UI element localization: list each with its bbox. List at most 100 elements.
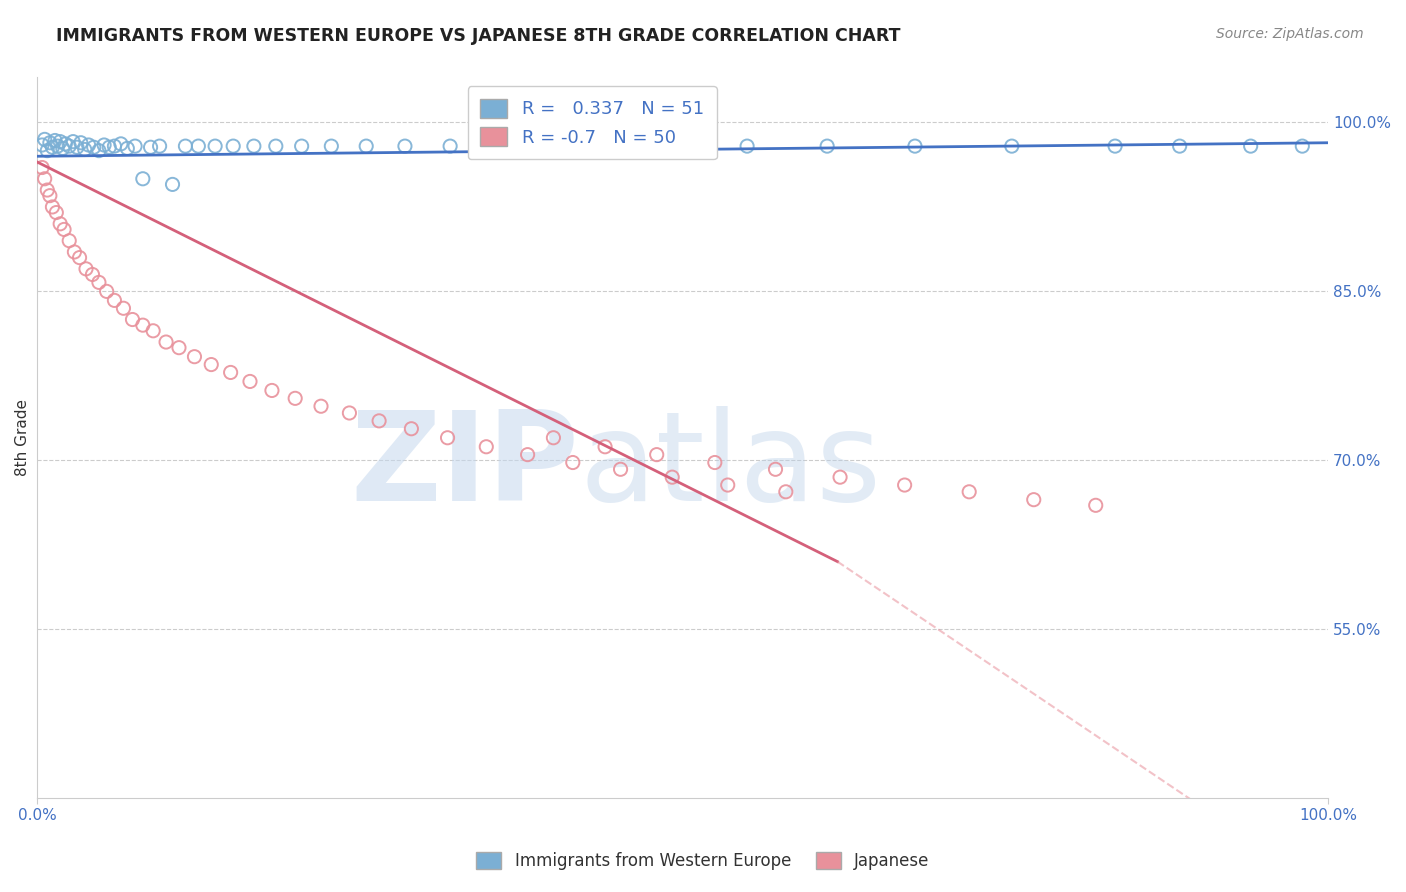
Point xyxy=(98,140,121,154)
Point xyxy=(38,136,60,150)
Point xyxy=(34,171,56,186)
Point xyxy=(491,139,513,153)
Point xyxy=(436,431,458,445)
Point xyxy=(49,217,72,231)
Point xyxy=(1291,139,1313,153)
Point xyxy=(309,399,332,413)
Point xyxy=(439,139,461,153)
Point xyxy=(543,431,565,445)
Point xyxy=(815,139,838,153)
Point xyxy=(112,301,135,316)
Point xyxy=(66,140,89,154)
Point xyxy=(368,414,391,428)
Point xyxy=(665,139,688,153)
Text: Source: ZipAtlas.com: Source: ZipAtlas.com xyxy=(1216,27,1364,41)
Point xyxy=(46,139,69,153)
Point xyxy=(155,334,177,349)
Point xyxy=(1240,139,1263,153)
Point xyxy=(717,478,740,492)
Point xyxy=(609,462,631,476)
Point xyxy=(34,132,56,146)
Point xyxy=(239,375,262,389)
Point xyxy=(132,318,155,333)
Point xyxy=(82,268,104,282)
Point xyxy=(41,140,63,154)
Point xyxy=(63,244,86,259)
Point xyxy=(200,358,222,372)
Point xyxy=(339,406,361,420)
Point xyxy=(600,139,623,153)
Point xyxy=(1001,139,1024,153)
Point xyxy=(77,138,100,153)
Point xyxy=(260,384,283,398)
Point xyxy=(53,136,76,151)
Point xyxy=(183,350,205,364)
Point xyxy=(110,136,132,151)
Point xyxy=(475,440,498,454)
Point xyxy=(44,134,66,148)
Point xyxy=(243,139,266,153)
Legend: R =   0.337   N = 51, R = -0.7   N = 50: R = 0.337 N = 51, R = -0.7 N = 50 xyxy=(468,87,717,160)
Point xyxy=(516,448,538,462)
Point xyxy=(561,456,583,470)
Point xyxy=(1084,498,1107,512)
Point xyxy=(593,440,616,454)
Point xyxy=(139,140,162,154)
Point xyxy=(264,139,287,153)
Point xyxy=(96,285,118,299)
Point xyxy=(117,141,139,155)
Text: ZIP: ZIP xyxy=(350,406,579,527)
Point xyxy=(222,139,245,153)
Point xyxy=(83,140,105,154)
Point xyxy=(58,139,80,153)
Point xyxy=(31,161,53,175)
Point xyxy=(70,136,93,150)
Point xyxy=(645,448,668,462)
Point xyxy=(103,139,125,153)
Point xyxy=(284,392,307,406)
Text: IMMIGRANTS FROM WESTERN EUROPE VS JAPANESE 8TH GRADE CORRELATION CHART: IMMIGRANTS FROM WESTERN EUROPE VS JAPANE… xyxy=(56,27,901,45)
Point xyxy=(893,478,915,492)
Point xyxy=(957,484,980,499)
Point xyxy=(167,341,190,355)
Point xyxy=(661,470,683,484)
Point xyxy=(69,251,91,265)
Point xyxy=(543,139,565,153)
Point xyxy=(73,143,96,157)
Point xyxy=(219,366,242,380)
Y-axis label: 8th Grade: 8th Grade xyxy=(15,400,30,476)
Point xyxy=(204,139,226,153)
Point xyxy=(828,470,851,484)
Point xyxy=(354,139,377,153)
Point xyxy=(87,276,110,290)
Point xyxy=(401,422,423,436)
Point xyxy=(735,139,758,153)
Point xyxy=(174,139,197,153)
Point xyxy=(124,139,146,153)
Point xyxy=(41,200,63,214)
Point xyxy=(1168,139,1191,153)
Point xyxy=(1104,139,1126,153)
Point xyxy=(703,456,725,470)
Point xyxy=(75,261,97,276)
Point xyxy=(149,139,172,153)
Point xyxy=(765,462,787,476)
Legend: Immigrants from Western Europe, Japanese: Immigrants from Western Europe, Japanese xyxy=(470,845,936,877)
Point xyxy=(49,135,72,149)
Point xyxy=(103,293,125,308)
Point xyxy=(187,139,209,153)
Point xyxy=(31,138,53,153)
Point xyxy=(142,324,165,338)
Point xyxy=(1022,492,1045,507)
Point xyxy=(62,135,84,149)
Point xyxy=(775,484,797,499)
Point xyxy=(37,183,59,197)
Point xyxy=(52,141,75,155)
Point xyxy=(53,222,76,236)
Point xyxy=(37,144,59,158)
Text: atlas: atlas xyxy=(579,406,882,527)
Point xyxy=(394,139,416,153)
Point xyxy=(162,178,184,192)
Point xyxy=(38,188,60,202)
Point xyxy=(87,144,110,158)
